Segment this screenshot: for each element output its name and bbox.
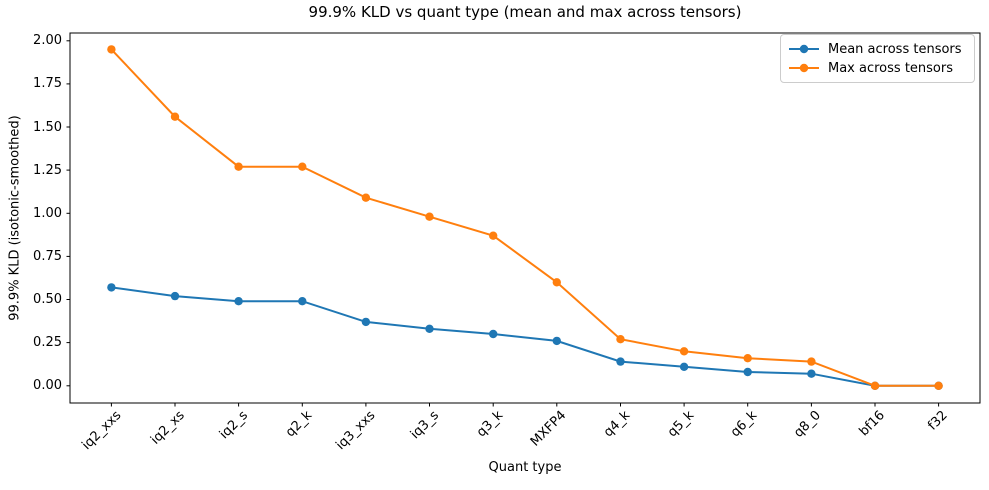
mean-series-point xyxy=(361,317,371,327)
mean-series-point xyxy=(489,329,498,339)
max-series-point xyxy=(616,335,625,344)
y-tick-label: 0.50 xyxy=(33,292,62,307)
legend: Mean across tensors Max across tensors xyxy=(780,34,975,83)
max-series-point xyxy=(743,354,752,363)
chart-title: 99.9% KLD vs quant type (mean and max ac… xyxy=(308,3,742,21)
y-tick-label: 0.25 xyxy=(33,335,62,351)
mean-series-point xyxy=(234,297,243,306)
y-tick-label: 1.25 xyxy=(33,162,62,178)
max-series-point xyxy=(489,231,498,240)
legend-item-max: Max across tensors xyxy=(789,59,966,77)
y-tick-label: 0.00 xyxy=(33,378,62,394)
x-axis-label: Quant type xyxy=(488,460,562,475)
y-tick-label: 2.00 xyxy=(33,33,62,49)
max-series-point xyxy=(170,112,180,121)
mean-series-point xyxy=(425,324,434,333)
y-tick-label: 1.00 xyxy=(33,205,62,221)
max-series-point xyxy=(870,381,880,390)
max-line-marker-icon xyxy=(789,63,819,73)
mean-series-line xyxy=(111,286,939,387)
max-series-point xyxy=(552,278,561,287)
mean-series-point xyxy=(107,283,116,292)
legend-label-max: Max across tensors xyxy=(828,60,953,76)
mean-series-point xyxy=(679,362,689,371)
max-series-line xyxy=(110,48,939,387)
max-series-point xyxy=(425,212,434,221)
mean-series-point xyxy=(743,367,752,377)
mean-series-point xyxy=(616,357,625,366)
legend-item-mean: Mean across tensors xyxy=(789,40,966,58)
max-series-point xyxy=(361,193,371,202)
y-tick-label: 1.75 xyxy=(33,76,62,92)
y-tick-label: 0.75 xyxy=(33,248,62,264)
legend-label-mean: Mean across tensors xyxy=(828,41,962,57)
max-series-point xyxy=(234,162,243,171)
plot-border xyxy=(69,32,981,404)
y-axis-label: 99.9% KLD (isotonic-smoothed) xyxy=(7,115,23,321)
y-tick-label: 1.50 xyxy=(33,119,62,135)
max-series-point xyxy=(107,45,116,54)
mean-series-point xyxy=(807,369,816,378)
max-series-point xyxy=(298,162,307,171)
max-series-point xyxy=(807,357,816,366)
max-series-point xyxy=(934,381,943,390)
max-series-point xyxy=(679,347,689,356)
mean-series-point xyxy=(552,336,561,346)
mean-series-point xyxy=(170,291,180,301)
mean-line-marker-icon xyxy=(789,44,819,54)
mean-series-point xyxy=(298,297,307,306)
